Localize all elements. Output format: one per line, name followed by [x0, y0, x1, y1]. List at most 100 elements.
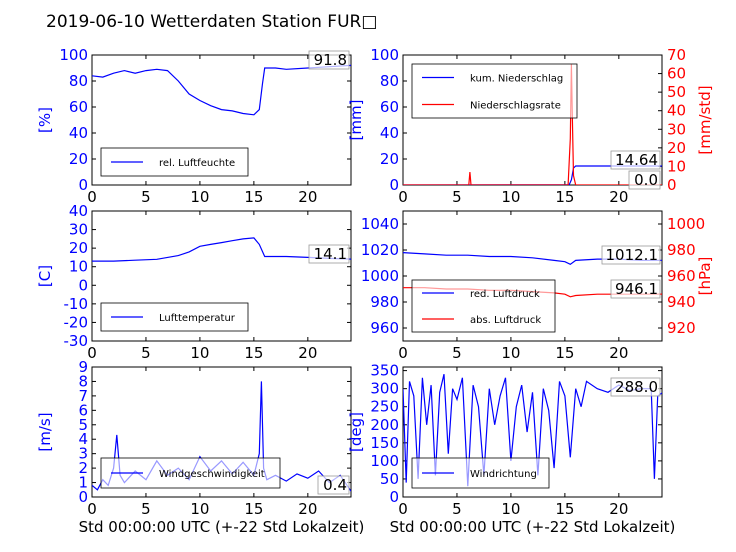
y2-tick-label: 960	[667, 267, 696, 285]
y-tick-label: 20	[69, 150, 88, 168]
x-tick-label: 20	[298, 188, 317, 206]
legend-entry: Windgeschwindigkeit	[159, 469, 265, 480]
legend: rel. Luftfeuchte	[100, 147, 249, 177]
y-tick-label: 10	[69, 258, 88, 276]
y-tick-label: 250	[370, 398, 399, 416]
legend: Windrichtung	[411, 457, 550, 489]
legend-entry: Lufttemperatur	[159, 313, 236, 324]
x-tick-label: 10	[501, 344, 520, 362]
panel-top-left: 0 5 10 15 20 0 20 40 60 80 100 [%] rel. Luftfeuchte 9…	[36, 46, 352, 206]
y-tick-label: 350	[370, 362, 399, 380]
legend-box	[411, 63, 578, 119]
y-tick-label: 4	[78, 430, 88, 448]
current-value-label: 288.0	[615, 378, 658, 396]
y-tick-label: 3	[78, 445, 88, 463]
series-line	[403, 64, 662, 185]
y2-tick-label: 940	[667, 293, 696, 311]
panel-middle-left: 0 5 10 15 20-30-20-10010203040[C]Lufttempera…	[36, 202, 352, 362]
y-tick-label: 40	[380, 124, 399, 142]
y2-tick-label: 980	[667, 241, 696, 259]
y-tick-label: 6	[78, 401, 88, 419]
y-tick-label: 40	[69, 124, 88, 142]
x-tick-label: 20	[609, 500, 628, 518]
legend-entry: rel. Luftfeuchte	[159, 158, 235, 169]
y-tick-label: 7	[78, 387, 88, 405]
legend-entry: kum. Niederschlag	[470, 74, 563, 85]
y2-axis-label: [hPa]	[696, 257, 714, 296]
x-tick-label: 0	[398, 188, 408, 206]
y-tick-label: 80	[69, 72, 88, 90]
y-tick-label: 1040	[361, 215, 399, 233]
y-tick-label: 0	[389, 488, 399, 506]
x-tick-label: 0	[87, 188, 97, 206]
y-tick-label: 2	[78, 459, 88, 477]
legend-entry: abs. Luftdruck	[470, 315, 541, 326]
current-value-label: 0.0	[634, 171, 658, 189]
x-axis-label: Std 00:00:00 UTC (+-22 Std Lokalzeit)	[390, 518, 676, 536]
x-tick-label: 10	[190, 500, 209, 518]
x-tick-label: 0	[87, 344, 97, 362]
x-tick-label: 15	[555, 500, 574, 518]
x-tick-label: 0	[398, 344, 408, 362]
y2-tick-label: 1000	[667, 215, 705, 233]
x-tick-label: 20	[298, 344, 317, 362]
value-badge	[601, 245, 661, 265]
value-badge	[308, 244, 350, 264]
x-tick-label: 15	[244, 500, 263, 518]
y2-tick-label: 40	[667, 102, 686, 120]
y-tick-label: 960	[370, 319, 399, 337]
y-tick-label: 300	[370, 380, 399, 398]
x-axis-label: Std 00:00:00 UTC (+-22 Std Lokalzeit)	[79, 518, 365, 536]
y-tick-label: 80	[380, 72, 399, 90]
y2-tick-label: 920	[667, 319, 696, 337]
y-tick-label: 60	[69, 98, 88, 116]
value-badge	[610, 279, 661, 299]
y-axis-label: [m/s]	[36, 412, 54, 451]
y-axis-label: [C]	[36, 265, 54, 287]
value-badge	[308, 50, 350, 70]
x-tick-label: 10	[501, 188, 520, 206]
current-value-label: 0.4	[323, 476, 347, 494]
x-tick-label: 5	[452, 344, 462, 362]
legend-entry: Niederschlagsrate	[470, 101, 561, 112]
series-line	[92, 64, 351, 116]
x-tick-label: 20	[609, 188, 628, 206]
y-tick-label: 100	[370, 452, 399, 470]
y-tick-label: 20	[69, 239, 88, 257]
current-value-label: 946.1	[615, 280, 658, 298]
y-tick-label: 50	[380, 470, 399, 488]
y-tick-label: 100	[59, 46, 88, 64]
y-tick-label: 0	[389, 176, 399, 194]
x-tick-label: 15	[555, 344, 574, 362]
y-tick-label: 100	[370, 46, 399, 64]
y-tick-label: 0	[78, 488, 88, 506]
y2-tick-label: 60	[667, 65, 686, 83]
y-tick-label: 150	[370, 434, 399, 452]
x-tick-label: 5	[141, 344, 151, 362]
x-tick-label: 10	[501, 500, 520, 518]
legend: kum. Niederschlag Niederschlagsrate	[411, 63, 578, 119]
y-tick-label: 1000	[361, 267, 399, 285]
y-tick-label: 5	[78, 416, 88, 434]
y2-tick-label: 50	[667, 83, 686, 101]
value-badge	[317, 475, 350, 495]
x-tick-label: 10	[190, 344, 209, 362]
x-tick-label: 15	[244, 344, 263, 362]
y-tick-label: 20	[380, 150, 399, 168]
x-tick-label: 10	[190, 188, 209, 206]
y2-axis-label: [mm/std]	[696, 85, 714, 154]
current-value-label: 1012.1	[606, 246, 659, 264]
y-tick-label: 0	[78, 176, 88, 194]
x-tick-label: 20	[298, 500, 317, 518]
legend: Lufttemperatur	[100, 302, 249, 332]
y-tick-label: 980	[370, 293, 399, 311]
x-tick-label: 15	[244, 188, 263, 206]
x-tick-label: 15	[555, 188, 574, 206]
y-tick-label: 1	[78, 474, 88, 492]
panel-middle-right: 0 5 10 15 20 960 980 1000 1020 1040 920 940 960 980 10…	[361, 210, 714, 362]
y-tick-label: 30	[69, 221, 88, 239]
y-axis-label: [%]	[36, 107, 54, 133]
